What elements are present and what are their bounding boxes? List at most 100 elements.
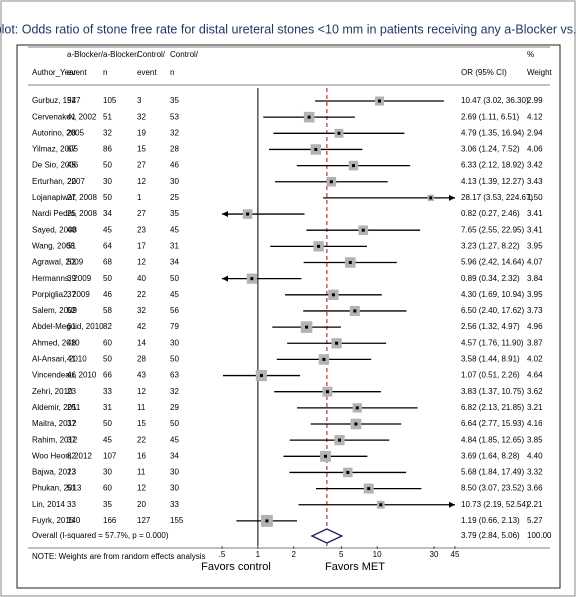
x-tick-label: 10	[373, 550, 382, 559]
count-cell: 16	[137, 451, 146, 460]
study-label: Nardi Pedro, 2008	[32, 209, 97, 218]
count-cell: 15	[137, 145, 146, 154]
ci-label: 6.50 (2.40, 17.62)	[461, 306, 524, 315]
ci-label: 3.06 (1.24, 7.52)	[461, 145, 520, 154]
count-cell: 37	[67, 290, 76, 299]
column-header: n	[170, 68, 174, 77]
count-cell: 32	[137, 112, 146, 121]
count-cell: 40	[137, 274, 146, 283]
weight-label: 3.66	[527, 484, 543, 493]
weight-label: 4.16	[527, 419, 543, 428]
ci-label: 3.79 (2.84, 5.06)	[461, 531, 520, 540]
count-cell: 1	[137, 193, 142, 202]
count-cell: 23	[137, 225, 146, 234]
count-cell: 35	[170, 96, 179, 105]
count-cell: 20	[137, 500, 146, 509]
study-label: Autorino, 2005	[32, 128, 85, 137]
count-cell: 53	[170, 112, 179, 121]
ci-label: 4.79 (1.35, 16.94)	[461, 128, 524, 137]
column-header: event	[67, 68, 87, 77]
x-tick-label: 1	[256, 550, 261, 559]
count-cell: 52	[67, 306, 76, 315]
point-estimate	[377, 99, 381, 103]
point-estimate	[329, 180, 333, 184]
study-label: Porpiglia2, 2009	[32, 290, 90, 299]
ci-label: 2.69 (1.11, 6.51)	[461, 112, 519, 121]
count-cell: 43	[137, 371, 146, 380]
weight-label: 1.50	[527, 193, 543, 202]
count-cell: 30	[170, 468, 179, 477]
study-label: Agrawal, 2009	[32, 258, 84, 267]
count-cell: 60	[103, 484, 112, 493]
count-cell: 105	[103, 96, 117, 105]
weight-label: 3.85	[527, 435, 543, 444]
count-cell: 32	[170, 128, 179, 137]
count-cell: 12	[137, 258, 146, 267]
count-cell: 51	[67, 241, 76, 250]
study-label: Gurbuz, 1947	[32, 96, 81, 105]
study-label: Hermanns, 2009	[32, 274, 92, 283]
study-label: Woo Heon, 2012	[32, 451, 92, 460]
ci-label: 3.58 (1.44, 8.91)	[461, 355, 520, 364]
count-cell: 46	[103, 290, 112, 299]
count-cell: 50	[103, 193, 112, 202]
column-header: event	[137, 68, 157, 77]
ci-label: 5.96 (2.42, 14.64)	[461, 258, 524, 267]
study-label: Fuyrk, 2015	[32, 516, 75, 525]
footnote: NOTE: Weights are from random effects an…	[32, 552, 206, 561]
count-cell: 37	[67, 419, 76, 428]
weight-label: 2.94	[527, 128, 543, 137]
ci-label: 28.17 (3.53, 224.67)	[461, 193, 533, 202]
column-header: Author_Year	[32, 68, 77, 77]
ci-label: 10.73 (2.19, 52.54)	[461, 500, 529, 509]
point-estimate	[337, 131, 341, 135]
count-cell: 23	[67, 468, 76, 477]
point-estimate	[246, 212, 250, 216]
count-cell: 40	[67, 225, 76, 234]
count-cell: 48	[67, 338, 76, 347]
point-estimate	[346, 470, 350, 474]
count-cell: 22	[67, 177, 76, 186]
weight-label: 4.96	[527, 322, 543, 331]
study-label: Salem, 2009	[32, 306, 77, 315]
count-cell: 50	[170, 419, 179, 428]
study-label: De Sio, 2006	[32, 161, 79, 170]
weight-label: 3.62	[527, 387, 543, 396]
point-estimate	[314, 147, 318, 151]
x-tick-label: 45	[451, 550, 460, 559]
weight-label: 3.42	[527, 161, 543, 170]
count-cell: 50	[103, 419, 112, 428]
count-cell: 82	[67, 451, 76, 460]
weight-label: 3.32	[527, 468, 543, 477]
column-header: a-Blocker/	[67, 50, 104, 59]
ci-arrow	[222, 275, 228, 282]
point-estimate	[265, 519, 269, 523]
overall-diamond	[310, 528, 344, 544]
column-header: a-Blocker/	[103, 50, 140, 59]
point-estimate	[259, 374, 263, 378]
column-header: OR (95% CI)	[461, 68, 507, 77]
weight-label: 5.27	[527, 516, 543, 525]
x-axis-label-left: Favors control	[201, 561, 271, 573]
count-cell: 30	[170, 177, 179, 186]
count-cell: 64	[103, 241, 112, 250]
ci-label: 6.82 (2.13, 21.85)	[461, 403, 524, 412]
weight-label: 2.99	[527, 96, 543, 105]
count-cell: 107	[103, 451, 117, 460]
count-cell: 37	[67, 435, 76, 444]
x-tick-label: 5	[339, 550, 344, 559]
count-cell: 23	[67, 387, 76, 396]
count-cell: 66	[103, 371, 112, 380]
count-cell: 12	[137, 177, 146, 186]
x-tick-label: 30	[430, 550, 439, 559]
count-cell: 155	[170, 516, 184, 525]
study-label: Phukan, 2013	[32, 484, 82, 493]
point-estimate	[379, 503, 383, 507]
count-cell: 22	[137, 435, 146, 444]
weight-label: 3.73	[527, 306, 543, 315]
study-label: Vincendeau, 2010	[32, 371, 97, 380]
count-cell: 27	[67, 193, 76, 202]
point-estimate	[361, 228, 365, 232]
ci-label: 4.57 (1.76, 11.90)	[461, 338, 524, 347]
